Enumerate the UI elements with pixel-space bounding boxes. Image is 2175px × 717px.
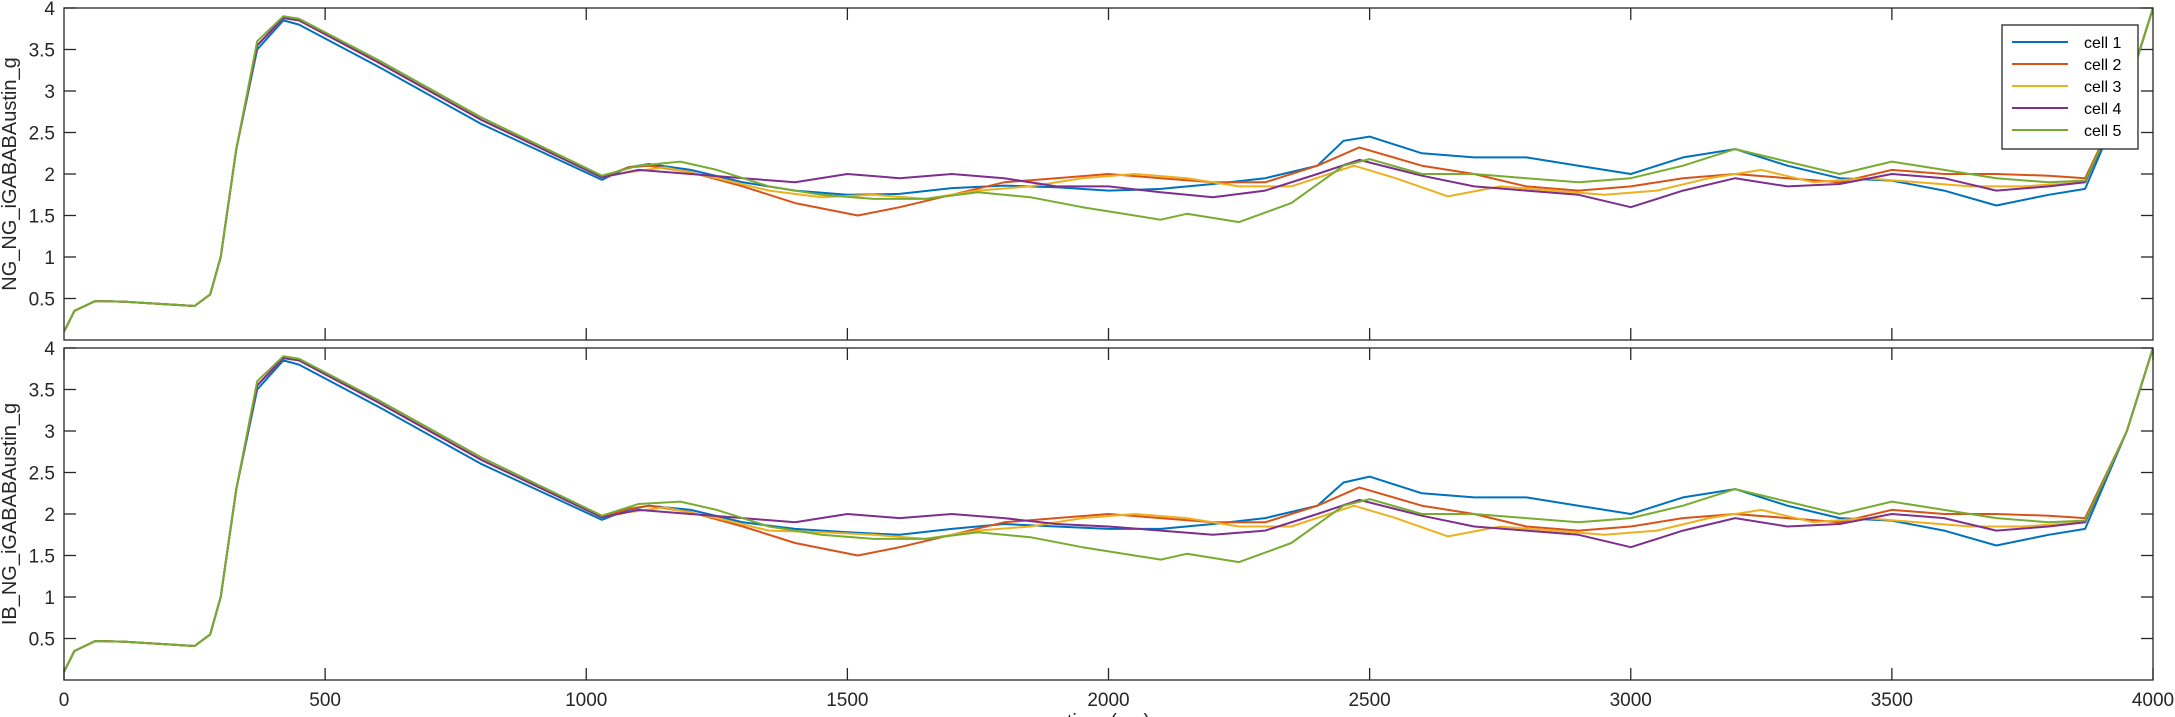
y-tick-label: 4 — [44, 0, 55, 20]
legend-label-cell-2: cell 2 — [2084, 57, 2121, 74]
series-group — [64, 348, 2153, 673]
series-line-cell-4 — [64, 348, 2153, 673]
x-tick-label: 3500 — [1871, 690, 1913, 711]
y-tick-label: 3 — [44, 422, 55, 443]
x-tick-label: 500 — [309, 690, 341, 711]
y-tick-label: 0.5 — [29, 630, 55, 651]
x-axis-label: time (ms) — [1067, 711, 1150, 717]
y-tick-label: 2 — [44, 165, 55, 186]
series-line-cell-3 — [64, 348, 2153, 673]
x-tick-label: 4000 — [2132, 690, 2174, 711]
x-tick-label: 2500 — [1348, 690, 1390, 711]
y-axis-label: NG_NG_iGABABAustin_g — [0, 57, 21, 290]
y-tick-label: 0.5 — [29, 290, 55, 311]
series-line-cell-5 — [64, 8, 2153, 333]
axes-1: 0.5 1 1.5 2 2.5 3 3.5 4 NG_NG_iGABABAustin_g cell… — [0, 0, 2154, 341]
series-line-cell-5 — [64, 348, 2153, 673]
series-line-cell-2 — [64, 348, 2153, 673]
series-line-cell-1 — [64, 348, 2153, 673]
y-tick-label: 3 — [44, 82, 55, 103]
y-tick-label: 1.5 — [29, 547, 55, 568]
legend-label-cell-5: cell 5 — [2084, 123, 2121, 140]
y-tick-label: 1.5 — [29, 207, 55, 228]
series-line-cell-4 — [64, 8, 2153, 333]
y-tick-label: 4 — [44, 339, 55, 360]
y-tick-label: 1 — [44, 248, 55, 269]
y-tick-label: 1 — [44, 588, 55, 609]
series-group — [64, 8, 2153, 333]
legend-label-cell-3: cell 3 — [2084, 79, 2121, 96]
x-tick-label: 3000 — [1610, 690, 1652, 711]
legend: cell 1 cell 2 cell 3 cell 4 cell 5 — [2001, 24, 2139, 150]
y-tick-label: 2 — [44, 505, 55, 526]
y-tick-label: 3.5 — [29, 381, 55, 402]
series-line-cell-1 — [64, 8, 2153, 333]
y-tick-label: 3.5 — [29, 41, 55, 62]
x-tick-label: 1500 — [826, 690, 868, 711]
x-tick-label: 1000 — [565, 690, 607, 711]
y-tick-label: 2.5 — [29, 464, 55, 485]
y-axis-label: IB_NG_iGABABAustin_g — [0, 403, 21, 625]
series-line-cell-3 — [64, 8, 2153, 333]
y-tick-label: 2.5 — [29, 124, 55, 145]
legend-label-cell-1: cell 1 — [2084, 35, 2121, 52]
x-tick-label: 2000 — [1087, 690, 1129, 711]
x-tick-label: 0 — [59, 690, 70, 711]
legend-label-cell-4: cell 4 — [2084, 101, 2121, 118]
series-line-cell-2 — [64, 8, 2153, 333]
axes-2: 0 500 1000 1500 2000 2500 3000 3500 4000 0.5 1 1.5 2… — [0, 339, 2174, 717]
